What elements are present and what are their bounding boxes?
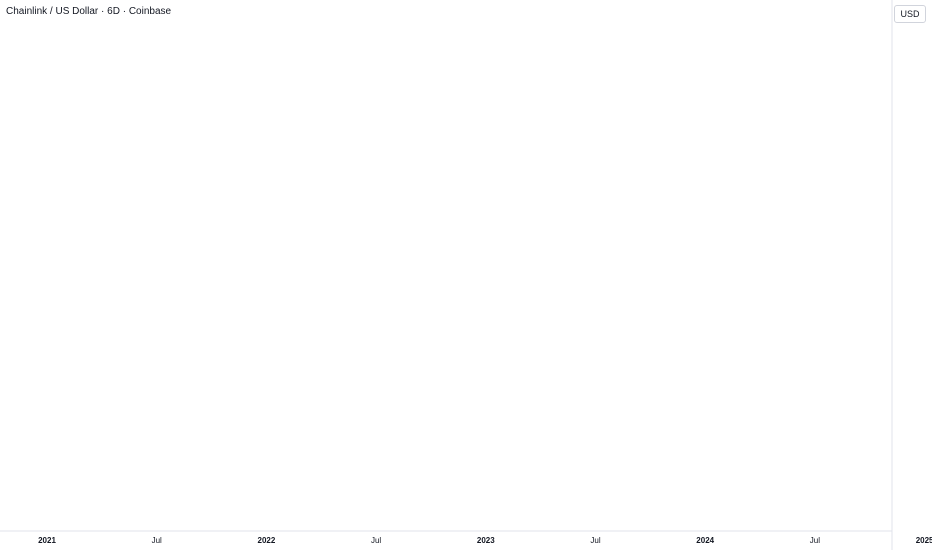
x-tick-label-2: 2022: [258, 536, 276, 545]
x-tick-label-5: Jul: [590, 536, 600, 545]
currency-selector[interactable]: USD: [894, 5, 926, 23]
x-tick-label-8: 2025: [916, 536, 932, 545]
x-tick-label-7: Jul: [810, 536, 820, 545]
x-tick-label-0: 2021: [38, 536, 56, 545]
x-tick-label-1: Jul: [152, 536, 162, 545]
chart-title: Chainlink / US Dollar · 6D · Coinbase: [6, 6, 172, 17]
x-tick-label-3: Jul: [371, 536, 381, 545]
x-tick-label-6: 2024: [696, 536, 714, 545]
x-tick-label-4: 2023: [477, 536, 495, 545]
